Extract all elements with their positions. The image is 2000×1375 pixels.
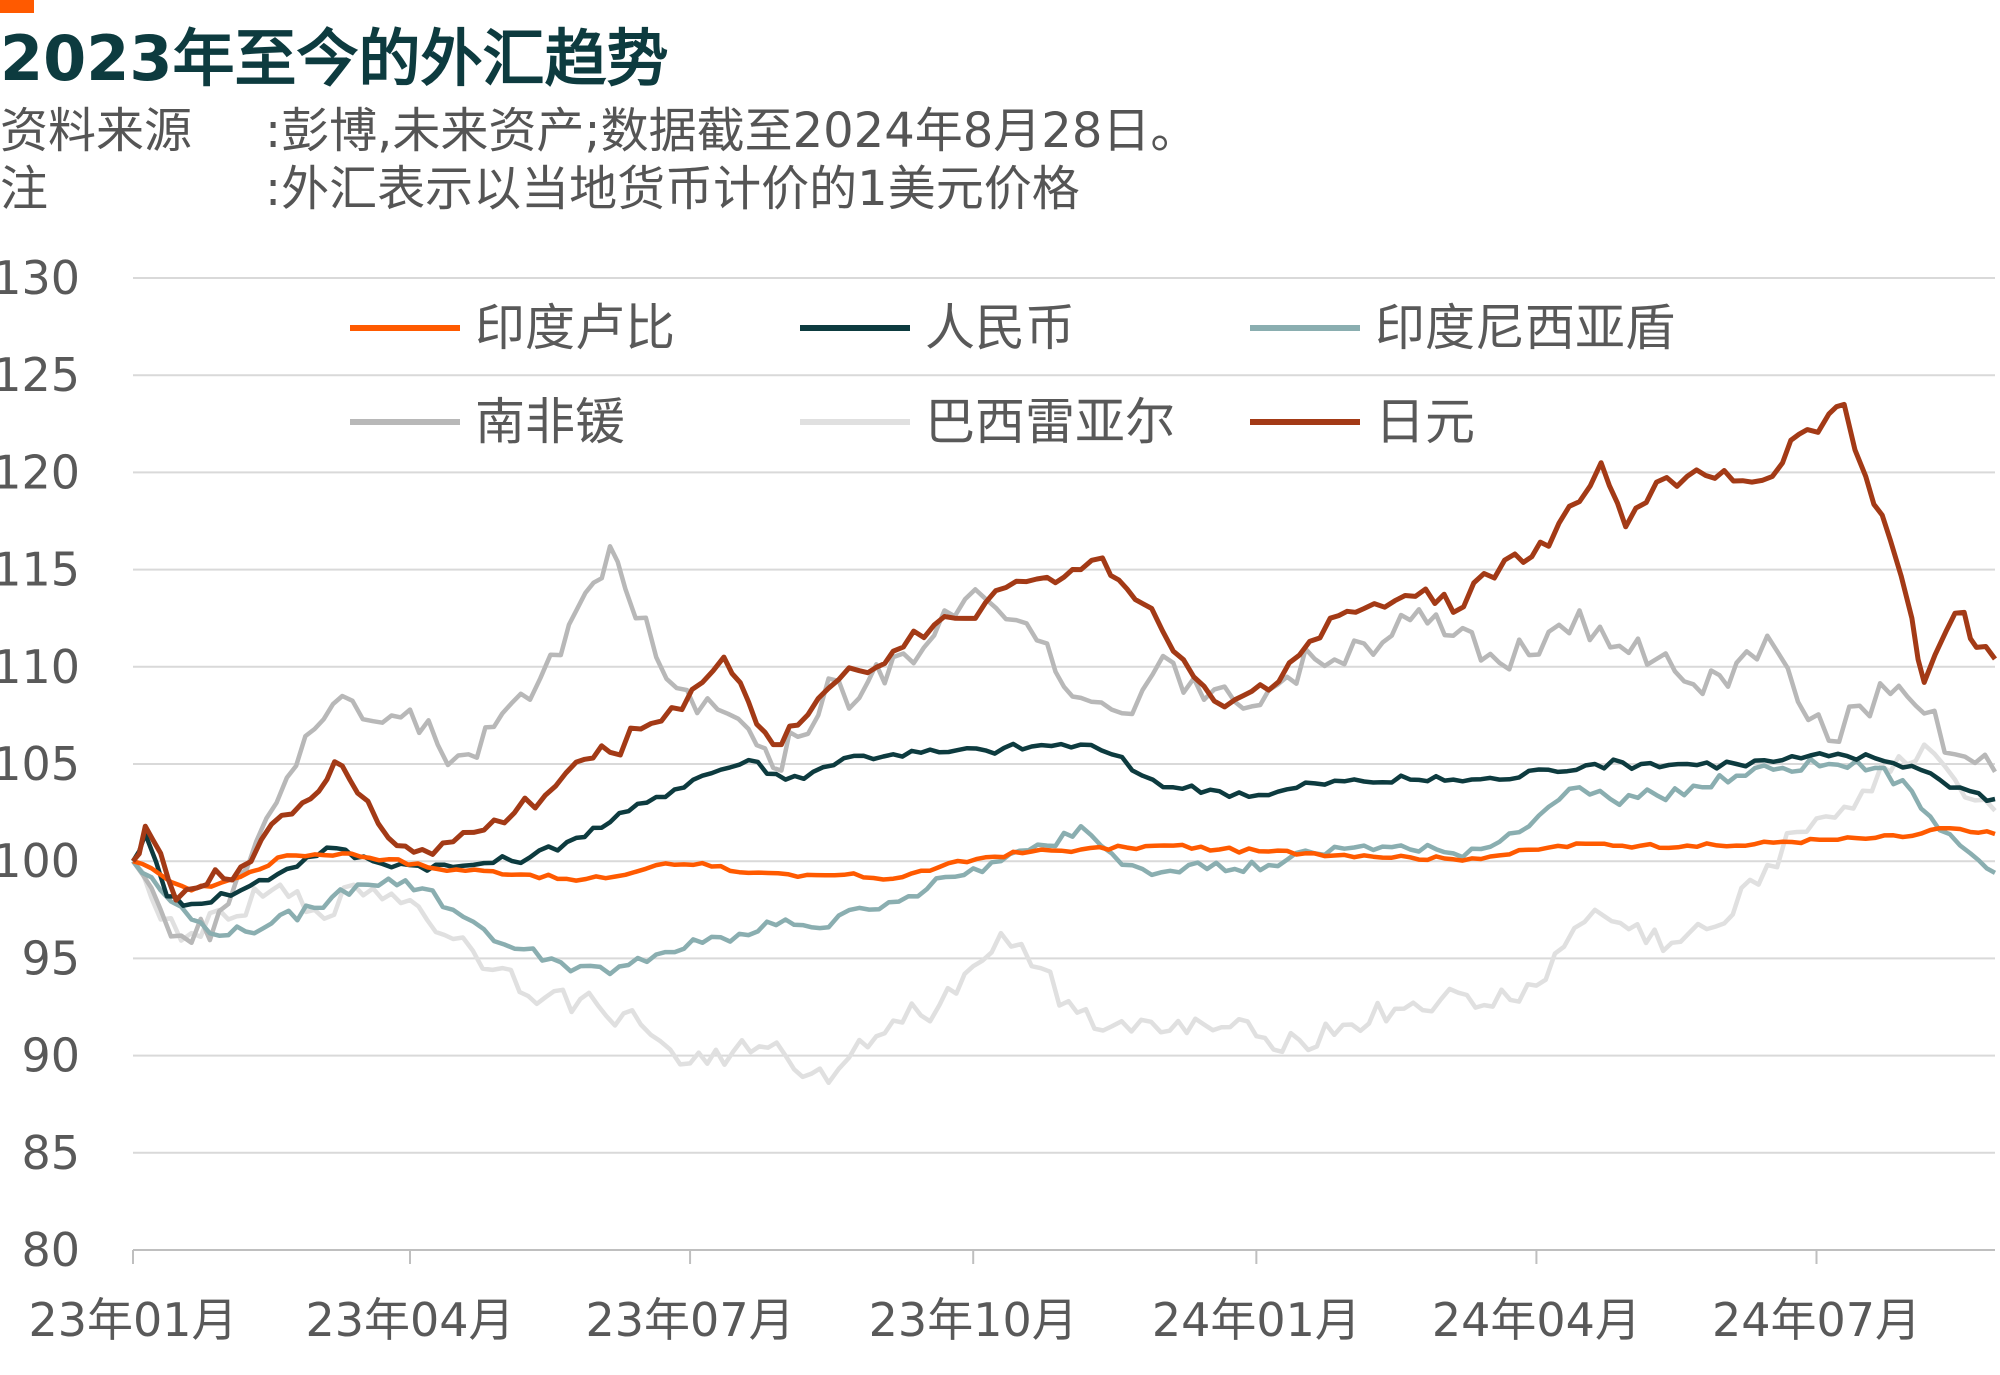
y-tick-label: 100 — [0, 834, 80, 888]
x-tick-label: 23年04月 — [305, 1293, 514, 1347]
series-line-4 — [131, 742, 1997, 1086]
y-tick-label: 110 — [0, 640, 80, 694]
legend-label: 印度尼西亚盾 — [1375, 299, 1675, 357]
x-tick-label: 24年01月 — [1152, 1293, 1361, 1347]
x-tick-label: 23年07月 — [586, 1293, 795, 1347]
y-tick-label: 130 — [0, 251, 80, 305]
legend-label: 印度卢比 — [475, 299, 675, 357]
y-tick-label: 85 — [21, 1126, 80, 1180]
note-row: 注 :外汇表示以当地货币计价的1美元价格 — [0, 160, 1080, 218]
note-text: :外汇表示以当地货币计价的1美元价格 — [265, 161, 1080, 217]
series-line-1 — [131, 741, 1996, 908]
y-tick-label: 115 — [0, 543, 80, 597]
note-label: 注 — [0, 161, 49, 217]
source-row: 资料来源 :彭博,未来资产;数据截至2024年8月28日。 — [0, 102, 1198, 160]
legend-label: 南非锾 — [475, 393, 625, 451]
x-axis: 23年01月 23年04月 23年07月 23年10月 24年01月 24年04月 24年0… — [28, 1250, 1921, 1347]
legend-label: 日元 — [1375, 393, 1475, 451]
x-tick-label: 24年04月 — [1432, 1293, 1641, 1347]
gridlines — [133, 277, 1995, 1251]
x-tick-label: 23年10月 — [869, 1293, 1078, 1347]
series-line-3 — [131, 544, 1997, 946]
y-tick-label: 90 — [21, 1029, 80, 1083]
x-tick-label: 23年01月 — [28, 1293, 237, 1347]
source-text: :彭博,未来资产;数据截至2024年8月28日。 — [265, 103, 1199, 159]
series-line-2 — [131, 756, 1997, 977]
accent-bar — [0, 0, 34, 13]
y-axis-tick-labels: 80 85 90 95 100 105 110 115 120 125 130 — [0, 251, 80, 1277]
y-tick-label: 120 — [0, 445, 80, 499]
x-tick-label: 24年07月 — [1712, 1293, 1921, 1347]
source-label: 资料来源 — [0, 103, 193, 159]
chart-title: 2023年至今的外汇趋势 — [0, 22, 669, 95]
y-tick-label: 105 — [0, 737, 80, 791]
legend-label: 人民币 — [925, 299, 1075, 357]
y-tick-label: 95 — [21, 931, 80, 985]
y-tick-label: 80 — [21, 1223, 80, 1277]
series-line-5 — [131, 401, 1998, 903]
series-lines — [131, 401, 1998, 1086]
series-line-0 — [132, 825, 1996, 893]
y-tick-label: 125 — [0, 348, 80, 402]
legend-label: 巴西雷亚尔 — [925, 393, 1175, 451]
